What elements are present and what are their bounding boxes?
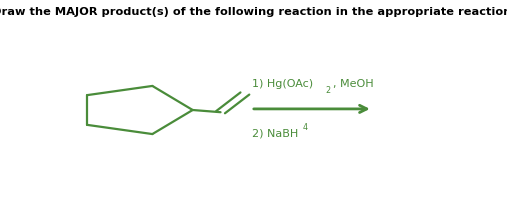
Text: 2) NaBH: 2) NaBH xyxy=(252,129,299,139)
Text: 2: 2 xyxy=(325,86,330,95)
Text: 4: 4 xyxy=(302,123,307,132)
Text: , MeOH: , MeOH xyxy=(333,79,373,89)
Text: 1) Hg(OAc): 1) Hg(OAc) xyxy=(252,79,314,89)
Text: Draw the MAJOR product(s) of the following reaction in the appropriate reaction.: Draw the MAJOR product(s) of the followi… xyxy=(0,7,507,16)
